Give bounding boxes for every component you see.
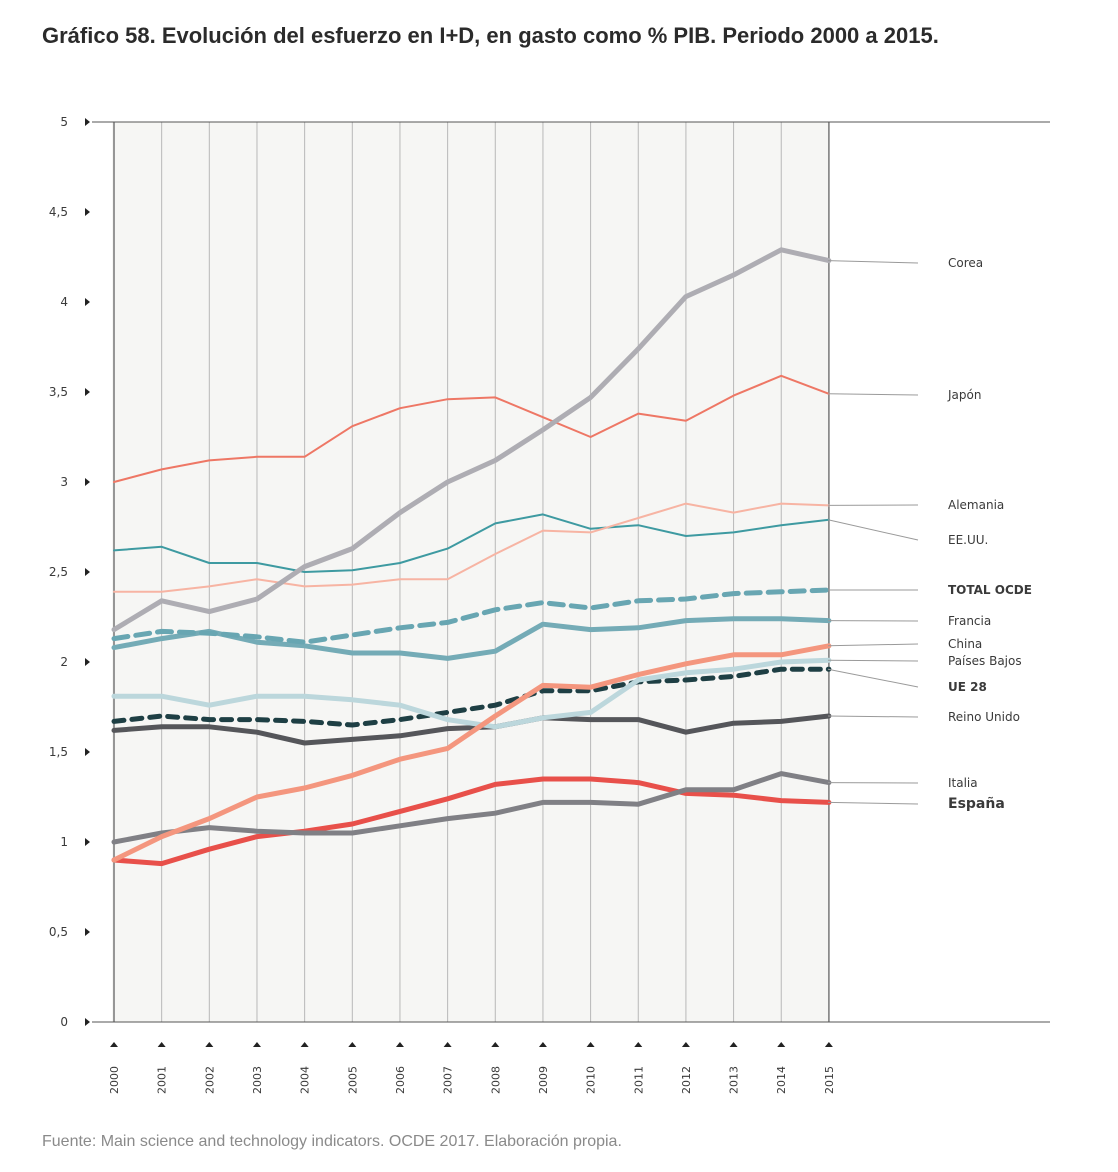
x-tick-arrow bbox=[205, 1042, 214, 1047]
x-tick-arrow bbox=[729, 1042, 738, 1047]
x-tick-arrow bbox=[634, 1042, 643, 1047]
x-tick-arrow bbox=[538, 1042, 547, 1047]
series-label: Japón bbox=[947, 388, 981, 402]
series-line-china bbox=[111, 643, 832, 863]
series-label: Reino Unido bbox=[948, 710, 1020, 724]
y-tick-arrow bbox=[85, 298, 90, 306]
leader-line bbox=[827, 393, 919, 396]
plot-background bbox=[112, 122, 828, 1022]
y-tick-label: 3,5 bbox=[49, 385, 68, 399]
x-tick-arrow bbox=[491, 1042, 500, 1047]
x-tick-arrow bbox=[300, 1042, 309, 1047]
series-label: EE.UU. bbox=[948, 533, 988, 547]
y-tick-arrow bbox=[85, 928, 90, 936]
series-label: Italia bbox=[948, 776, 978, 790]
series-label: Alemania bbox=[948, 498, 1004, 512]
series-label: Francia bbox=[948, 614, 991, 628]
x-tick-label: 2012 bbox=[680, 1066, 693, 1094]
leader-line bbox=[827, 659, 919, 662]
series-label: China bbox=[948, 637, 982, 651]
y-tick-label: 2 bbox=[60, 655, 68, 669]
x-tick-label: 2001 bbox=[156, 1066, 169, 1094]
x-tick-arrow bbox=[443, 1042, 452, 1047]
y-tick-label: 4 bbox=[60, 295, 68, 309]
leader-line bbox=[827, 668, 919, 688]
x-tick-label: 2002 bbox=[203, 1066, 216, 1094]
x-tick-label: 2003 bbox=[251, 1066, 264, 1094]
x-tick-label: 2005 bbox=[346, 1066, 359, 1094]
y-axis: 0 0,5 1 1,5 2 2,5 3 3,5 4 4,5 5 bbox=[49, 115, 90, 1029]
series-line-alemania bbox=[113, 502, 830, 593]
y-tick-label: 3 bbox=[60, 475, 68, 489]
x-tick-label: 2009 bbox=[537, 1066, 550, 1094]
y-tick-label: 1 bbox=[60, 835, 68, 849]
y-tick-label: 1,5 bbox=[49, 745, 68, 759]
series-line-jap-n bbox=[113, 374, 830, 483]
series-labels: Corea Japón Alemania EE.UU. TOTAL OCDE Franci… bbox=[827, 256, 1032, 812]
series-label: TOTAL OCDE bbox=[948, 583, 1032, 597]
x-tick-arrow bbox=[824, 1042, 833, 1047]
y-tick-arrow bbox=[85, 568, 90, 576]
leader-line bbox=[827, 715, 919, 718]
x-tick-arrow bbox=[681, 1042, 690, 1047]
x-tick-label: 2008 bbox=[489, 1066, 502, 1094]
y-tick-arrow bbox=[85, 478, 90, 486]
series-lines bbox=[111, 247, 832, 867]
y-tick-label: 2,5 bbox=[49, 565, 68, 579]
x-tick-arrow bbox=[348, 1042, 357, 1047]
series-line-reino-unido bbox=[111, 713, 832, 746]
series-label: España bbox=[948, 796, 1005, 812]
x-tick-label: 2010 bbox=[585, 1066, 598, 1094]
series-line-ee-uu- bbox=[113, 513, 830, 573]
series-line-italia bbox=[111, 771, 832, 845]
x-tick-label: 2007 bbox=[442, 1066, 455, 1094]
y-tick-label: 5 bbox=[60, 115, 68, 129]
series-line-corea bbox=[111, 247, 832, 633]
y-tick-arrow bbox=[85, 748, 90, 756]
y-tick-arrow bbox=[85, 208, 90, 216]
y-tick-label: 0,5 bbox=[49, 925, 68, 939]
x-tick-label: 2006 bbox=[394, 1066, 407, 1094]
chart-title: Gráfico 58. Evolución del esfuerzo en I+… bbox=[42, 23, 939, 48]
y-tick-arrow bbox=[85, 118, 90, 126]
leader-line bbox=[827, 519, 919, 541]
x-tick-label: 2015 bbox=[823, 1066, 836, 1094]
x-tick-arrow bbox=[157, 1042, 166, 1047]
x-tick-arrow bbox=[395, 1042, 404, 1047]
series-line-ue-28 bbox=[111, 666, 832, 728]
series-line-pa-ses-bajos bbox=[111, 657, 832, 730]
x-tick-label: 2013 bbox=[728, 1066, 741, 1094]
x-axis: 2000 2001 2002 2003 2004 2005 2006 2007 2008 2009… bbox=[108, 1042, 836, 1094]
leader-line bbox=[827, 643, 919, 647]
x-tick-label: 2004 bbox=[299, 1066, 312, 1094]
x-tick-label: 2000 bbox=[108, 1066, 121, 1094]
x-tick-label: 2014 bbox=[775, 1066, 788, 1094]
series-line-total-ocde bbox=[111, 587, 832, 645]
y-tick-label: 0 bbox=[60, 1015, 68, 1029]
line-chart: 00,511,522,533,544,55 2000 2001 2002 2003 20… bbox=[49, 115, 1050, 1094]
y-tick-label: 4,5 bbox=[49, 205, 68, 219]
x-tick-arrow bbox=[777, 1042, 786, 1047]
series-label: Corea bbox=[948, 256, 983, 270]
series-label: Países Bajos bbox=[948, 654, 1022, 668]
y-tick-arrow bbox=[85, 388, 90, 396]
y-tick-arrow bbox=[85, 658, 90, 666]
leader-line bbox=[827, 260, 919, 264]
gridlines bbox=[92, 121, 1050, 1023]
source-note: Fuente: Main science and technology indi… bbox=[42, 1133, 622, 1150]
x-tick-arrow bbox=[252, 1042, 261, 1047]
y-tick-arrow bbox=[85, 838, 90, 846]
x-tick-arrow bbox=[110, 1042, 118, 1047]
x-tick-label: 2011 bbox=[632, 1066, 645, 1094]
x-tick-arrow bbox=[586, 1042, 595, 1047]
y-tick-arrow bbox=[85, 1018, 90, 1026]
series-label: UE 28 bbox=[948, 680, 987, 694]
leader-line bbox=[827, 801, 919, 805]
series-line-espa-a bbox=[111, 776, 832, 867]
